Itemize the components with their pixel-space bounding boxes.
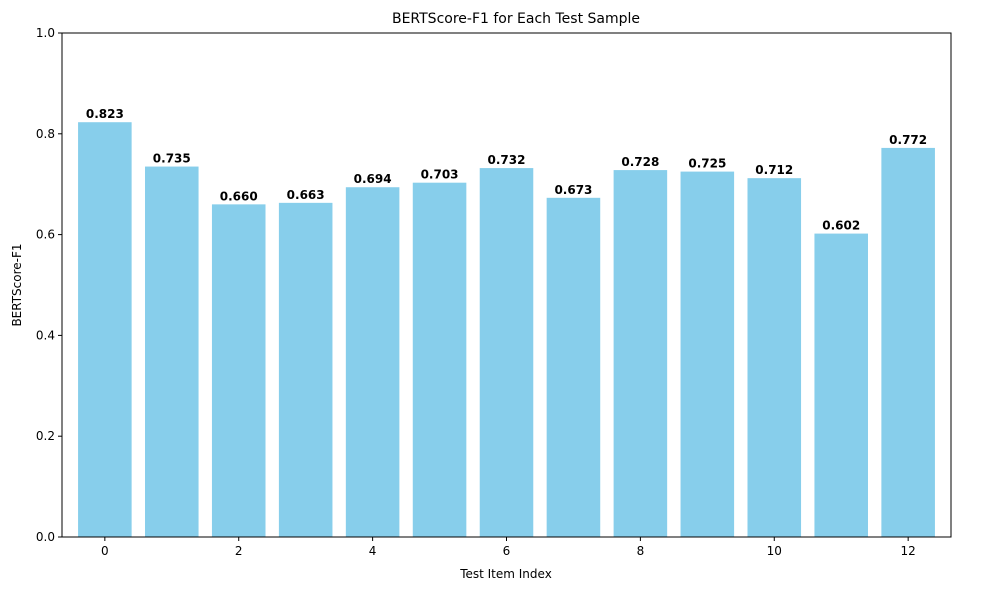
bar-value-label-1: 0.735 xyxy=(153,152,191,166)
bar-value-label-0: 0.823 xyxy=(86,107,124,121)
bar-value-label-9: 0.725 xyxy=(688,157,726,171)
bar-6 xyxy=(479,168,534,537)
x-tick-label: 8 xyxy=(637,544,645,558)
x-axis-title: Test Item Index xyxy=(459,567,552,581)
x-tick-label: 2 xyxy=(235,544,243,558)
bar-value-label-7: 0.673 xyxy=(554,183,592,197)
bar-1 xyxy=(145,166,199,537)
bar-value-label-6: 0.732 xyxy=(488,153,526,167)
y-axis-title: BERTScore-F1 xyxy=(10,243,24,326)
bar-value-label-12: 0.772 xyxy=(889,133,927,147)
bar-labels-group: 0.823 0.735 0.660 0.663 0.694 0.703 0.732 0.673… xyxy=(86,107,927,232)
bar-value-label-11: 0.602 xyxy=(822,219,860,233)
bar-12 xyxy=(881,147,935,538)
bar-5 xyxy=(412,182,467,538)
y-tick-label: 0.8 xyxy=(36,127,55,141)
y-axis: 0.0 0.2 0.4 0.6 0.8 1.0 xyxy=(36,26,62,544)
bar-value-label-2: 0.660 xyxy=(220,189,258,203)
x-tick-label: 10 xyxy=(767,544,782,558)
x-axis: 0 2 4 6 8 10 12 xyxy=(101,537,916,558)
x-tick-label: 12 xyxy=(901,544,916,558)
bar-value-label-10: 0.712 xyxy=(755,163,793,177)
y-tick-label: 0.0 xyxy=(36,530,55,544)
bar-value-label-5: 0.703 xyxy=(421,168,459,182)
bar-0 xyxy=(78,122,132,537)
bar-3 xyxy=(278,202,333,537)
x-tick-label: 0 xyxy=(101,544,109,558)
bars-group xyxy=(78,122,935,538)
x-tick-label: 6 xyxy=(503,544,511,558)
bar-8 xyxy=(613,170,668,537)
bar-2 xyxy=(211,204,266,538)
bar-10 xyxy=(747,178,802,538)
bar-value-label-4: 0.694 xyxy=(354,172,392,186)
y-tick-label: 0.6 xyxy=(36,228,55,242)
bar-7 xyxy=(546,197,601,538)
bar-9 xyxy=(680,171,735,537)
bar-value-label-3: 0.663 xyxy=(287,188,325,202)
bar-value-label-8: 0.728 xyxy=(621,155,659,169)
y-tick-label: 0.4 xyxy=(36,328,55,342)
bar-4 xyxy=(345,187,400,537)
y-tick-label: 1.0 xyxy=(36,26,55,40)
x-tick-label: 4 xyxy=(369,544,377,558)
y-tick-label: 0.2 xyxy=(36,429,55,443)
chart-title: BERTScore-F1 for Each Test Sample xyxy=(392,11,640,27)
bar-11 xyxy=(814,233,868,538)
